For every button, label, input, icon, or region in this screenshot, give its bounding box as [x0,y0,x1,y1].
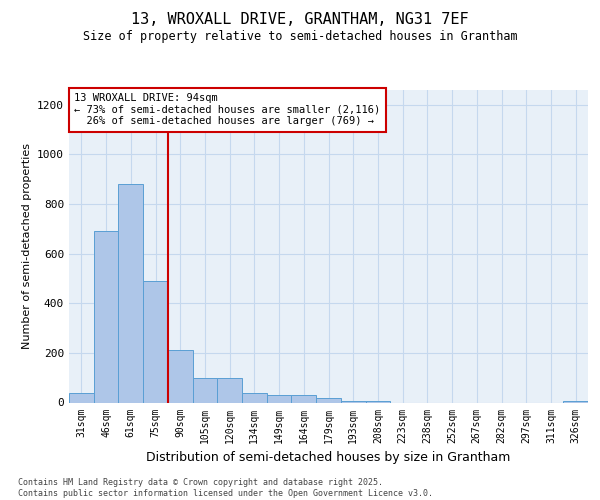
Text: Contains HM Land Registry data © Crown copyright and database right 2025.
Contai: Contains HM Land Registry data © Crown c… [18,478,433,498]
Bar [316,398,341,402]
Bar [242,392,267,402]
Y-axis label: Number of semi-detached properties: Number of semi-detached properties [22,143,32,349]
Text: Size of property relative to semi-detached houses in Grantham: Size of property relative to semi-detach… [83,30,517,43]
Bar [69,392,94,402]
Bar [94,232,118,402]
Text: 13, WROXALL DRIVE, GRANTHAM, NG31 7EF: 13, WROXALL DRIVE, GRANTHAM, NG31 7EF [131,12,469,28]
Text: 13 WROXALL DRIVE: 94sqm
← 73% of semi-detached houses are smaller (2,116)
  26% : 13 WROXALL DRIVE: 94sqm ← 73% of semi-de… [74,93,380,126]
Bar [143,281,168,402]
Bar [217,378,242,402]
Bar [193,378,217,402]
Bar [292,395,316,402]
Bar [118,184,143,402]
Bar [168,350,193,403]
Bar [267,395,292,402]
X-axis label: Distribution of semi-detached houses by size in Grantham: Distribution of semi-detached houses by … [146,451,511,464]
